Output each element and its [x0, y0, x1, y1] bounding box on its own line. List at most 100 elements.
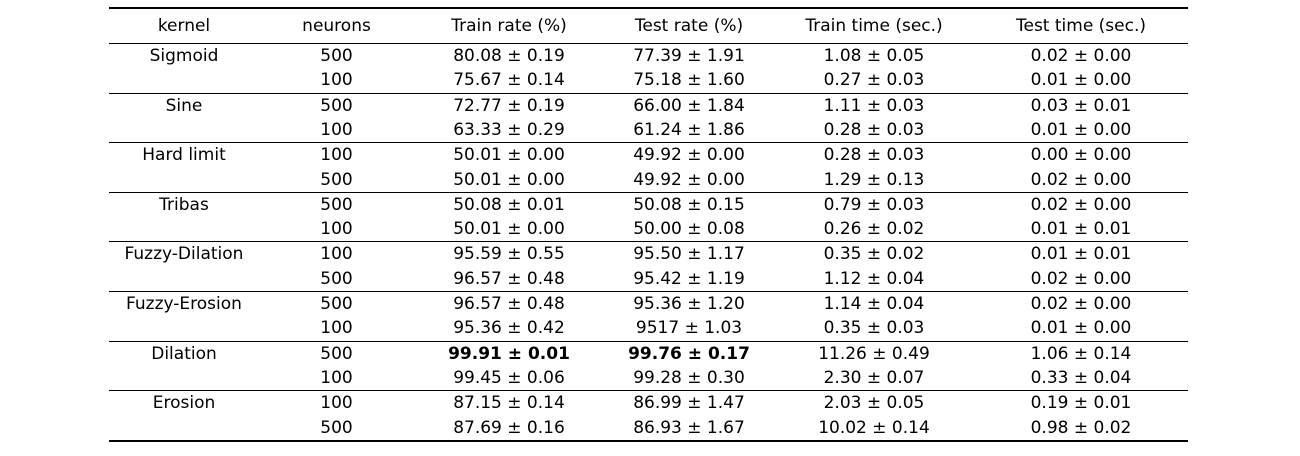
test-rate-cell: 66.00 ± 1.84 [633, 95, 745, 116]
kernel-cell: Hard limit [142, 145, 226, 166]
header-row: kernel neurons Train rate (%) Test rate … [109, 8, 1188, 44]
train-rate-cell: 50.01 ± 0.00 [453, 145, 565, 166]
test-time-cell: 0.02 ± 0.00 [1030, 46, 1132, 67]
table-row: Tribas 500 50.08 ± 0.01 50.08 ± 0.15 0.79 ± … [109, 192, 1188, 217]
test-rate-cell: 86.99 ± 1.47 [633, 393, 745, 414]
neurons-cell: 500 [320, 46, 353, 67]
train-rate-cell: 63.33 ± 0.29 [453, 119, 565, 140]
table-row: Fuzzy-Dilation 100 95.59 ± 0.55 95.50 ± 1.1… [109, 242, 1188, 267]
neurons-cell: 500 [320, 294, 353, 315]
header-test-time: Test time (sec.) [1015, 16, 1147, 36]
header-test-rate: Test rate (%) [634, 16, 744, 36]
train-time-cell: 1.14 ± 0.04 [823, 294, 925, 315]
test-time-cell: 0.01 ± 0.00 [1030, 119, 1132, 140]
test-time-cell: 0.01 ± 0.01 [1030, 244, 1132, 265]
neurons-cell: 500 [320, 95, 353, 116]
table-row: 500 50.01 ± 0.00 49.92 ± 0.00 1.29 ± 0.13 0.… [109, 167, 1188, 192]
test-time-cell: 0.00 ± 0.00 [1030, 145, 1132, 166]
kernel-group: Fuzzy-Dilation 100 95.59 ± 0.55 95.50 ± 1.1… [109, 242, 1188, 292]
train-rate-cell: 96.57 ± 0.48 [453, 268, 565, 289]
table-row: 100 95.36 ± 0.42 9517 ± 1.03 0.35 ± 0.03 0.0… [109, 316, 1188, 341]
train-time-cell: 0.35 ± 0.02 [823, 244, 925, 265]
train-rate-cell: 96.57 ± 0.48 [453, 294, 565, 315]
test-rate-cell: 50.00 ± 0.08 [633, 219, 745, 240]
test-rate-cell: 9517 ± 1.03 [635, 318, 743, 339]
test-time-cell: 0.02 ± 0.00 [1030, 194, 1132, 215]
test-rate-cell: 49.92 ± 0.00 [633, 145, 745, 166]
train-rate-cell: 95.36 ± 0.42 [453, 318, 565, 339]
kernel-cell [109, 415, 259, 440]
train-rate-cell: 75.67 ± 0.14 [453, 70, 565, 91]
neurons-cell: 100 [320, 70, 353, 91]
train-time-cell: 0.28 ± 0.03 [823, 145, 925, 166]
test-rate-cell: 75.18 ± 1.60 [633, 70, 745, 91]
header-neurons: neurons [302, 16, 371, 36]
test-rate-cell: 77.39 ± 1.91 [633, 46, 745, 67]
train-time-cell: 1.12 ± 0.04 [823, 268, 925, 289]
train-time-cell: 11.26 ± 0.49 [818, 343, 930, 364]
test-time-cell: 0.98 ± 0.02 [1030, 417, 1132, 438]
neurons-cell: 500 [320, 169, 353, 190]
neurons-cell: 100 [320, 244, 353, 265]
table-row: 500 87.69 ± 0.16 86.93 ± 1.67 10.02 ± 0.14 0… [109, 415, 1188, 440]
kernel-group: Fuzzy-Erosion 500 96.57 ± 0.48 95.36 ± 1.20… [109, 291, 1188, 342]
table-row: Dilation 500 99.91 ± 0.01 99.76 ± 0.17 11.26… [109, 341, 1188, 366]
train-rate-cell: 80.08 ± 0.19 [453, 46, 565, 67]
test-time-cell: 0.19 ± 0.01 [1030, 393, 1132, 414]
train-time-cell: 0.35 ± 0.03 [823, 318, 925, 339]
kernel-group: Hard limit 100 50.01 ± 0.00 49.92 ± 0.00 0.2… [109, 143, 1188, 193]
kernel-cell [109, 217, 259, 242]
test-rate-cell: 99.76 ± 0.17 [628, 343, 750, 364]
test-rate-cell: 50.08 ± 0.15 [633, 194, 745, 215]
header-train-time: Train time (sec.) [805, 16, 943, 36]
kernel-cell [109, 167, 259, 192]
header-train-rate: Train rate (%) [451, 16, 567, 36]
train-time-cell: 2.03 ± 0.05 [823, 393, 925, 414]
test-rate-cell: 95.36 ± 1.20 [633, 294, 745, 315]
kernel-cell [109, 366, 259, 391]
test-time-cell: 1.06 ± 0.14 [1030, 343, 1132, 364]
train-time-cell: 0.28 ± 0.03 [823, 119, 925, 140]
neurons-cell: 500 [320, 343, 353, 364]
test-time-cell: 0.01 ± 0.01 [1030, 219, 1132, 240]
test-rate-cell: 99.28 ± 0.30 [633, 367, 745, 388]
neurons-cell: 100 [320, 367, 353, 388]
header-kernel: kernel [157, 16, 211, 36]
test-time-cell: 0.01 ± 0.00 [1030, 70, 1132, 91]
kernel-group: Tribas 500 50.08 ± 0.01 50.08 ± 0.15 0.79 ± … [109, 192, 1188, 242]
kernel-cell: Sine [165, 95, 203, 116]
train-rate-cell: 99.91 ± 0.01 [448, 343, 570, 364]
kernel-cell: Dilation [151, 343, 217, 364]
train-rate-cell: 50.01 ± 0.00 [453, 169, 565, 190]
kernel-cell [109, 68, 259, 93]
train-rate-cell: 72.77 ± 0.19 [453, 95, 565, 116]
neurons-cell: 100 [320, 318, 353, 339]
train-rate-cell: 99.45 ± 0.06 [453, 367, 565, 388]
train-rate-cell: 50.08 ± 0.01 [453, 194, 565, 215]
train-time-cell: 0.27 ± 0.03 [823, 70, 925, 91]
test-time-cell: 0.01 ± 0.00 [1030, 318, 1132, 339]
table-header: kernel neurons Train rate (%) Test rate … [109, 8, 1188, 44]
table-row: Fuzzy-Erosion 500 96.57 ± 0.48 95.36 ± 1.20… [109, 291, 1188, 316]
table-row: Hard limit 100 50.01 ± 0.00 49.92 ± 0.00 0.2… [109, 143, 1188, 168]
table-row: Erosion 100 87.15 ± 0.14 86.99 ± 1.47 2.03 ±… [109, 391, 1188, 416]
table-row: 100 63.33 ± 0.29 61.24 ± 1.86 0.28 ± 0.03 0.… [109, 118, 1188, 143]
results-table: kernel neurons Train rate (%) Test rate … [109, 7, 1188, 442]
kernel-cell [109, 267, 259, 292]
test-rate-cell: 49.92 ± 0.00 [633, 169, 745, 190]
table-row: 100 99.45 ± 0.06 99.28 ± 0.30 2.30 ± 0.07 0.… [109, 366, 1188, 391]
kernel-cell: Erosion [152, 393, 216, 414]
test-time-cell: 0.02 ± 0.00 [1030, 169, 1132, 190]
kernel-group: Erosion 100 87.15 ± 0.14 86.99 ± 1.47 2.03 ±… [109, 391, 1188, 441]
kernel-group: Sine 500 72.77 ± 0.19 66.00 ± 1.84 1.11 ± 0.… [109, 93, 1188, 143]
neurons-cell: 100 [320, 119, 353, 140]
test-time-cell: 0.33 ± 0.04 [1030, 367, 1132, 388]
train-time-cell: 1.08 ± 0.05 [823, 46, 925, 67]
neurons-cell: 500 [320, 194, 353, 215]
neurons-cell: 500 [320, 417, 353, 438]
test-rate-cell: 61.24 ± 1.86 [633, 119, 745, 140]
neurons-cell: 100 [320, 145, 353, 166]
kernel-cell [109, 118, 259, 143]
test-time-cell: 0.03 ± 0.01 [1030, 95, 1132, 116]
test-rate-cell: 86.93 ± 1.67 [633, 417, 745, 438]
